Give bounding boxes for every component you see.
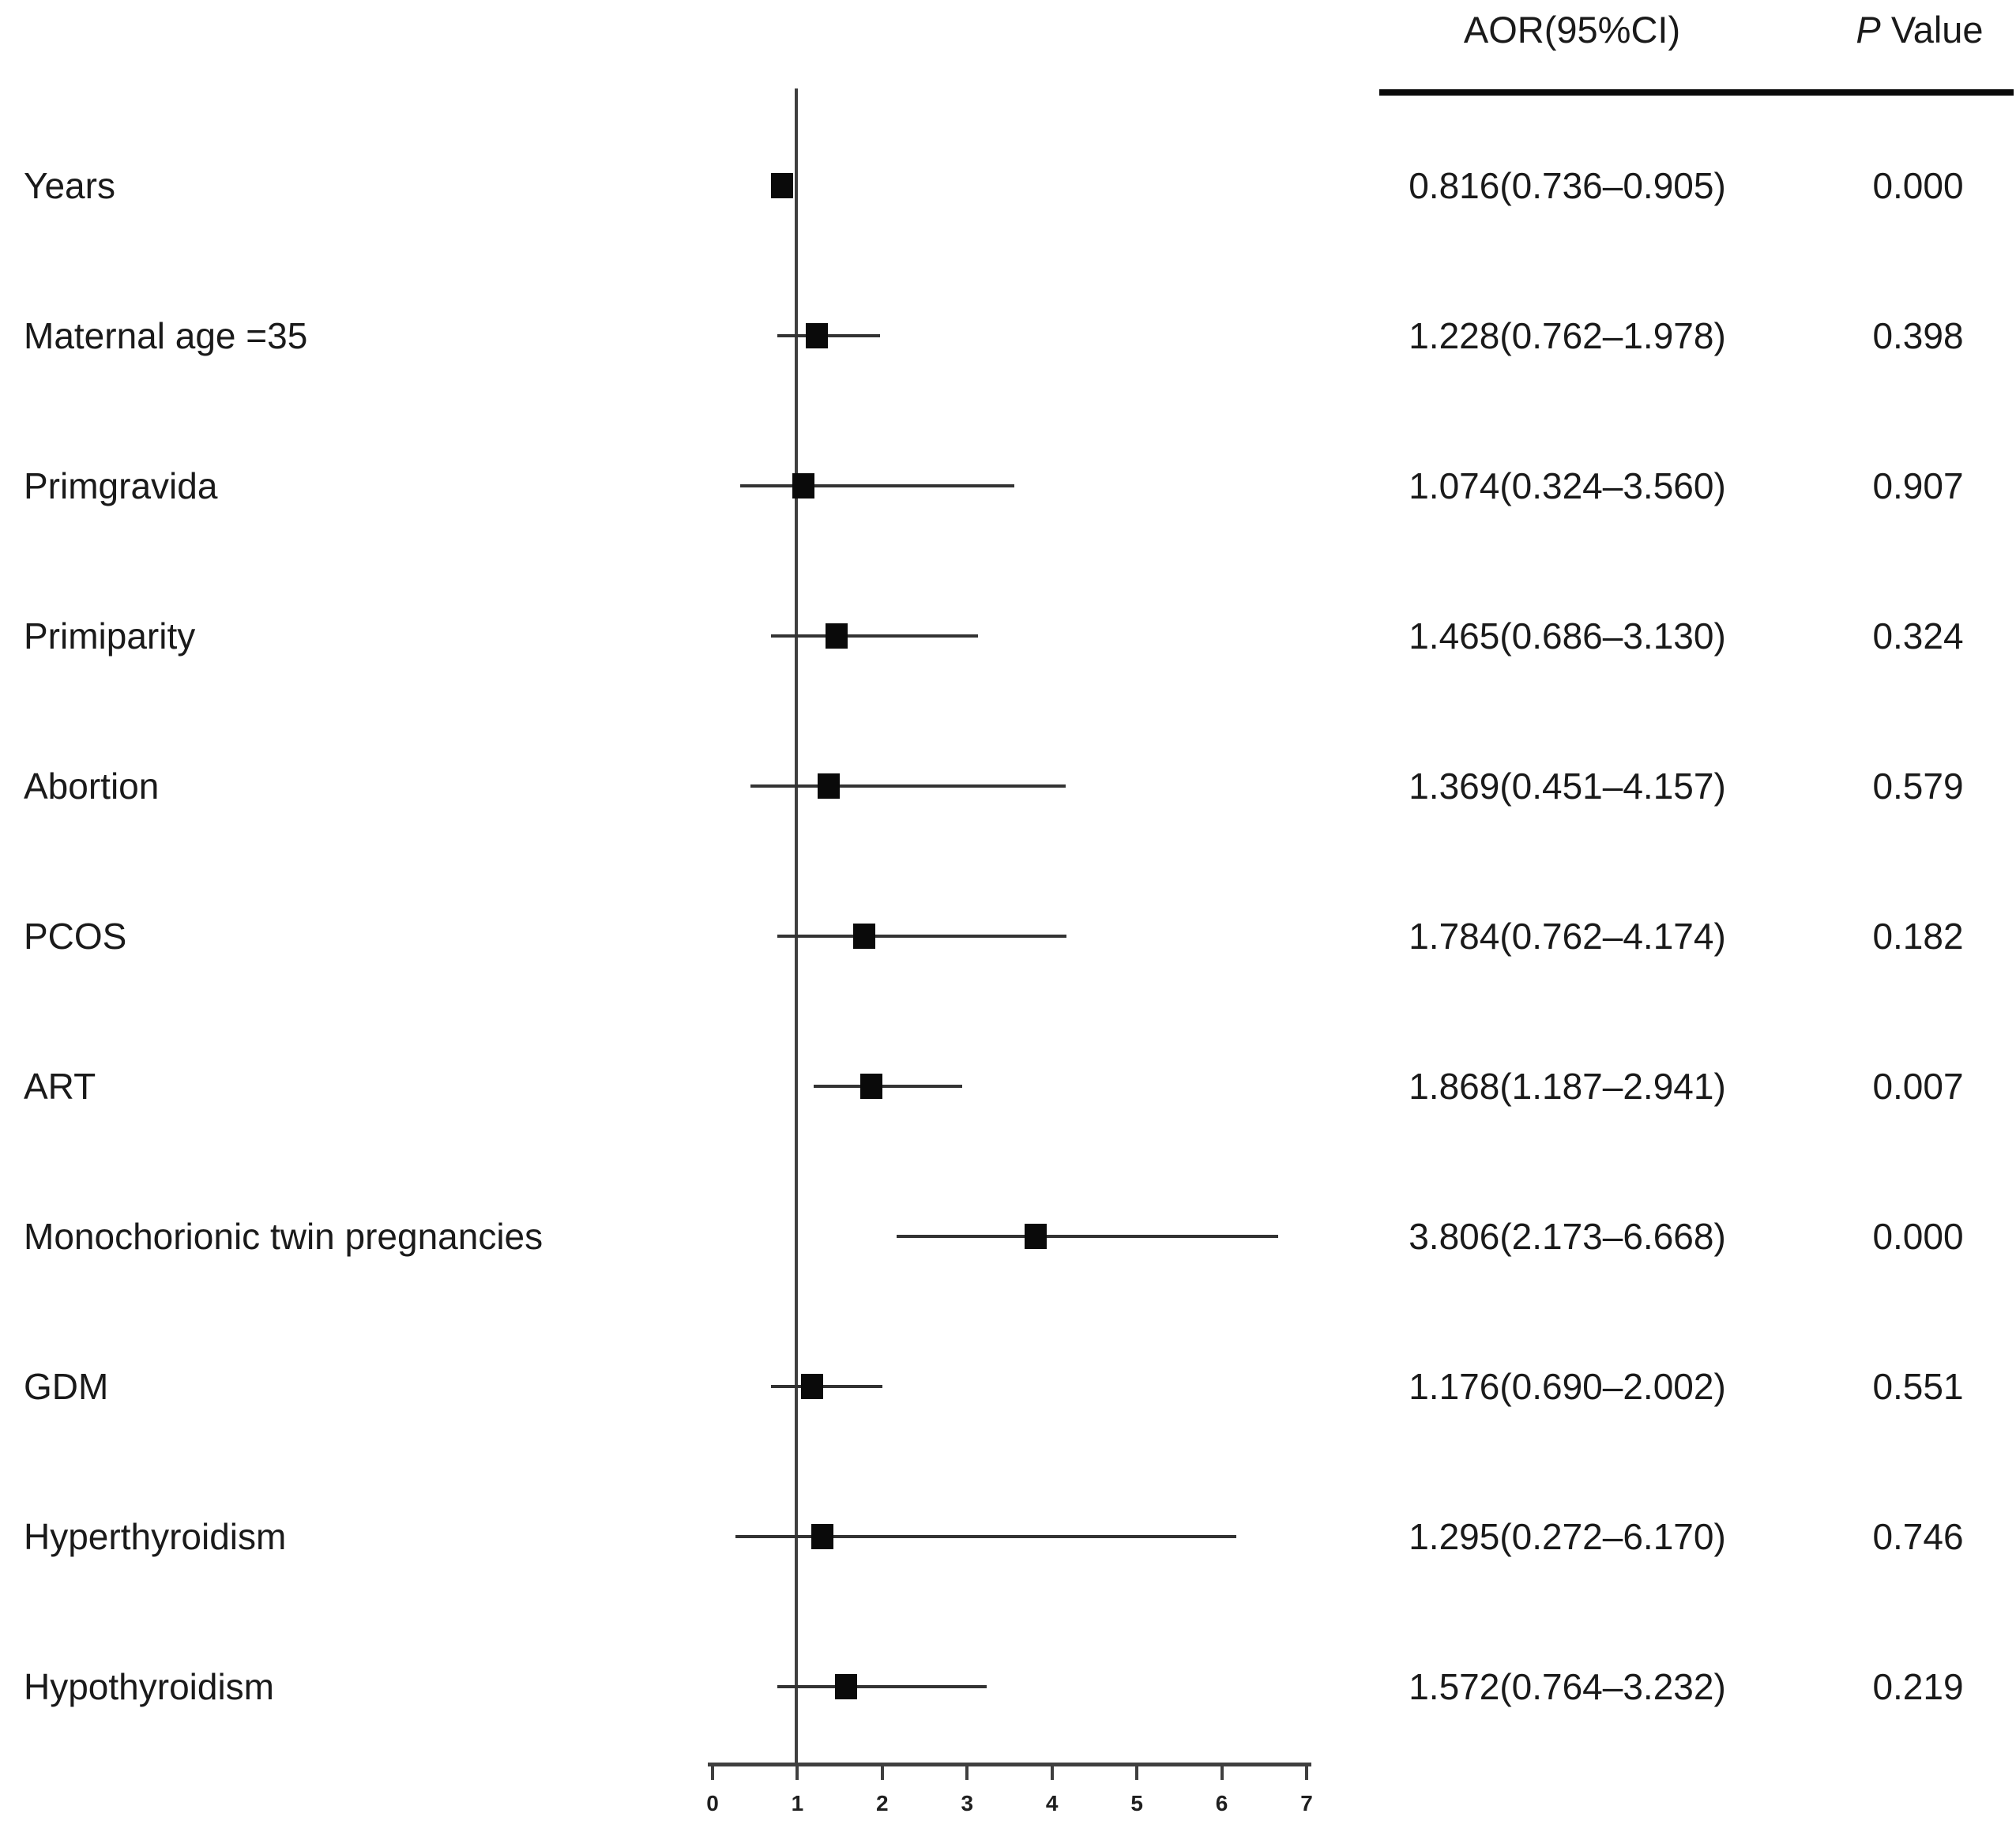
point-estimate-marker — [852, 924, 875, 949]
row-label: Hypothyroidism — [24, 1666, 274, 1707]
aor-column-header: AOR(95%CI) — [1463, 9, 1681, 51]
axis-tick — [1135, 1763, 1139, 1780]
p-value: 0.000 — [1872, 165, 1964, 206]
point-estimate-marker — [801, 1374, 824, 1399]
aor-ci-value: 1.465(0.686–3.130) — [1409, 615, 1726, 657]
ci-line — [813, 1085, 962, 1088]
p-value: 0.007 — [1872, 1066, 1964, 1107]
aor-ci-value: 1.868(1.187–2.941) — [1409, 1066, 1726, 1107]
row-label: Monochorionic twin pregnancies — [24, 1216, 543, 1257]
aor-ci-value: 1.295(0.272–6.170) — [1409, 1516, 1726, 1557]
ci-line — [777, 935, 1067, 938]
point-estimate-marker — [805, 323, 828, 348]
row-label: Hyperthyroidism — [24, 1516, 287, 1557]
aor-ci-value: 1.369(0.451–4.157) — [1409, 766, 1726, 807]
axis-tick — [965, 1763, 969, 1780]
row-label: Primgravida — [24, 465, 218, 506]
reference-line — [795, 88, 798, 1766]
ci-line — [770, 634, 979, 638]
row-label: Maternal age =35 — [24, 315, 308, 356]
axis-tick-label: 3 — [961, 1791, 974, 1815]
p-value: 0.907 — [1872, 465, 1964, 506]
point-estimate-marker — [770, 173, 793, 198]
p-value: 0.219 — [1872, 1666, 1964, 1707]
row-label: Years — [24, 165, 115, 206]
p-value: 0.182 — [1872, 916, 1964, 957]
axis-tick — [1050, 1763, 1054, 1780]
p-value: 0.746 — [1872, 1516, 1964, 1557]
aor-ci-value: 3.806(2.173–6.668) — [1409, 1216, 1726, 1257]
point-estimate-marker — [826, 623, 848, 649]
ci-line — [739, 484, 1015, 487]
row-label: GDM — [24, 1366, 109, 1407]
ci-line — [771, 1385, 883, 1388]
row-label: PCOS — [24, 916, 127, 957]
p-column-header: P Value — [1801, 6, 2016, 54]
axis-tick-label: 1 — [791, 1791, 804, 1815]
ci-line — [750, 784, 1066, 788]
axis-tick — [880, 1763, 884, 1780]
aor-ci-value: 1.176(0.690–2.002) — [1409, 1366, 1726, 1407]
p-value: 0.579 — [1872, 766, 1964, 807]
axis-tick — [1305, 1763, 1308, 1780]
axis-tick — [711, 1763, 714, 1780]
axis-tick-label: 5 — [1130, 1791, 1143, 1815]
ci-line — [897, 1235, 1279, 1238]
point-estimate-marker — [834, 1674, 857, 1699]
point-estimate-marker — [811, 1524, 834, 1549]
axis-tick-label: 7 — [1300, 1791, 1313, 1815]
aor-ci-value: 1.784(0.762–4.174) — [1409, 916, 1726, 957]
point-estimate-marker — [792, 473, 815, 499]
point-estimate-marker — [1024, 1224, 1047, 1249]
aor-ci-value: 0.816(0.736–0.905) — [1409, 165, 1726, 206]
p-value: 0.324 — [1872, 615, 1964, 657]
p-value: 0.551 — [1872, 1366, 1964, 1407]
axis-tick-label: 0 — [706, 1791, 719, 1815]
row-label: Primiparity — [24, 615, 196, 657]
row-label: Abortion — [24, 766, 160, 807]
p-value: 0.000 — [1872, 1216, 1964, 1257]
p-value: 0.398 — [1872, 315, 1964, 356]
axis-tick-label: 2 — [876, 1791, 889, 1815]
aor-ci-value: 1.228(0.762–1.978) — [1409, 315, 1726, 356]
row-label: ART — [24, 1066, 96, 1107]
p-header-rest: Value — [1880, 9, 1984, 51]
aor-ci-value: 1.572(0.764–3.232) — [1409, 1666, 1726, 1707]
axis-tick — [1220, 1763, 1224, 1780]
point-estimate-marker — [859, 1074, 882, 1099]
header-rule — [1379, 89, 2014, 96]
x-axis-line — [708, 1763, 1311, 1766]
aor-ci-value: 1.074(0.324–3.560) — [1409, 465, 1726, 506]
ci-line — [777, 334, 881, 337]
p-header-italic-p: P — [1856, 9, 1881, 51]
point-estimate-marker — [818, 773, 841, 799]
ci-line — [735, 1535, 1236, 1538]
axis-tick-label: 6 — [1215, 1791, 1228, 1815]
axis-tick-label: 4 — [1045, 1791, 1059, 1815]
ci-line — [777, 1685, 987, 1688]
axis-tick — [795, 1763, 799, 1780]
